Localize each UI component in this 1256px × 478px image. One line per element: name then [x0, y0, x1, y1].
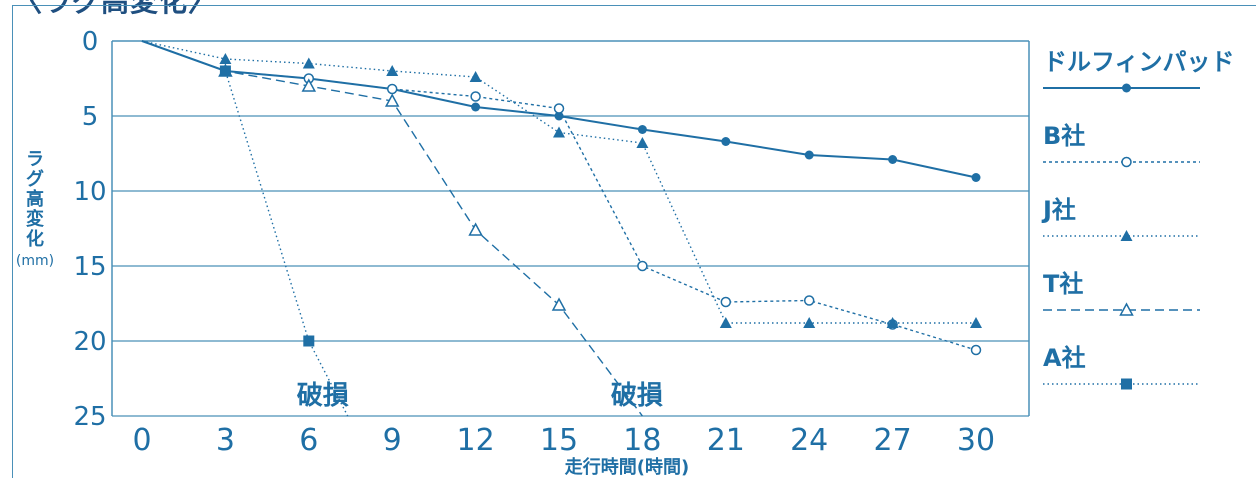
filled-circle-marker	[1122, 83, 1131, 93]
page-title: 〈ラグ高変化〉	[14, 0, 218, 18]
y-tick-label: 10	[73, 177, 106, 207]
x-tick-label: 12	[457, 423, 495, 458]
open-circle-marker	[720, 296, 732, 308]
legend-label: J社	[1041, 196, 1076, 224]
filled-triangle-marker	[1120, 230, 1133, 241]
open-circle-marker	[386, 83, 398, 95]
x-tick-label: 21	[707, 423, 745, 458]
filled-triangle-marker	[719, 317, 732, 328]
legend-label: B社	[1043, 122, 1085, 150]
open-circle-marker	[970, 344, 982, 356]
open-triangle-marker	[301, 78, 317, 92]
y-axis-label-char: 化	[26, 228, 44, 250]
x-tick-label: 18	[623, 423, 661, 458]
series-lines	[141, 40, 977, 417]
filled-circle-marker	[888, 155, 898, 164]
filled-triangle-marker	[803, 317, 816, 328]
filled-square-marker	[219, 65, 231, 77]
y-axis-label-char: 変	[26, 208, 44, 230]
x-tick-label: 27	[874, 423, 912, 458]
legend-label: T社	[1043, 270, 1083, 298]
legend: ドルフィンパッド B社 J社 T社 A社	[1041, 48, 1235, 390]
x-tick-label: 6	[299, 423, 318, 458]
grid-lines	[111, 40, 1030, 417]
filled-circle-marker	[971, 173, 981, 182]
filled-triangle-marker	[302, 57, 315, 69]
open-triangle-marker	[551, 297, 567, 311]
y-axis-label-char: グ	[26, 168, 44, 190]
filled-circle-marker	[554, 111, 564, 121]
filled-triangle-marker	[970, 317, 982, 328]
y-tick-label: 25	[73, 402, 106, 432]
filled-circle-marker	[637, 125, 647, 134]
y-tick-label: 5	[82, 102, 99, 132]
filled-triangle-marker	[636, 137, 649, 148]
open-circle-marker	[1121, 156, 1132, 168]
annotation-label: 破損	[611, 381, 663, 411]
y-axis-label: ラグ高変化 (mm)	[16, 149, 54, 269]
x-axis-ticks: 0 3 6 9 12 15 18 21 24 27 30	[132, 423, 995, 458]
filled-circle-marker	[804, 150, 814, 160]
legend-label: ドルフィンパッド	[1043, 48, 1235, 76]
x-tick-label: 24	[790, 423, 828, 458]
annotation-label: 破損	[297, 381, 349, 411]
filled-square-marker	[303, 335, 315, 347]
open-triangle-marker	[468, 222, 483, 236]
series-line-4	[141, 40, 349, 417]
filled-triangle-marker	[386, 65, 399, 76]
open-circle-marker	[553, 103, 565, 114]
y-tick-label: 15	[73, 252, 106, 282]
open-circle-marker	[803, 295, 815, 306]
x-tick-label: 30	[957, 423, 995, 458]
filled-square-marker	[1121, 378, 1132, 390]
annotations: 破損 破損	[297, 381, 663, 411]
filled-triangle-marker	[886, 317, 899, 328]
y-tick-label: 0	[82, 27, 99, 57]
open-circle-marker	[470, 91, 481, 102]
filled-triangle-marker	[553, 126, 565, 138]
series-markers	[218, 53, 982, 356]
chart-frame	[12, 5, 1256, 478]
filled-triangle-marker	[469, 71, 482, 82]
y-axis-ticks: 0 5 10 15 20 25	[73, 27, 106, 432]
open-triangle-marker	[1119, 302, 1134, 316]
y-axis-label-char: ラ	[26, 149, 44, 170]
series-line-1	[141, 40, 977, 351]
y-axis-unit: (mm)	[16, 253, 54, 269]
filled-circle-marker	[721, 137, 731, 146]
series-line-2	[141, 40, 976, 324]
open-circle-marker	[637, 260, 648, 272]
y-axis-label-char: 高	[26, 188, 44, 210]
x-tick-label: 3	[216, 423, 235, 458]
x-tick-label: 0	[132, 423, 151, 458]
filled-triangle-marker	[219, 53, 232, 64]
filled-circle-marker	[471, 102, 481, 112]
x-tick-label: 9	[383, 423, 402, 458]
open-triangle-marker	[384, 93, 400, 107]
legend-label: A社	[1043, 344, 1086, 372]
y-tick-label: 20	[73, 327, 106, 357]
x-tick-label: 15	[540, 423, 578, 458]
x-axis-label: 走行時間(時間)	[565, 456, 689, 477]
